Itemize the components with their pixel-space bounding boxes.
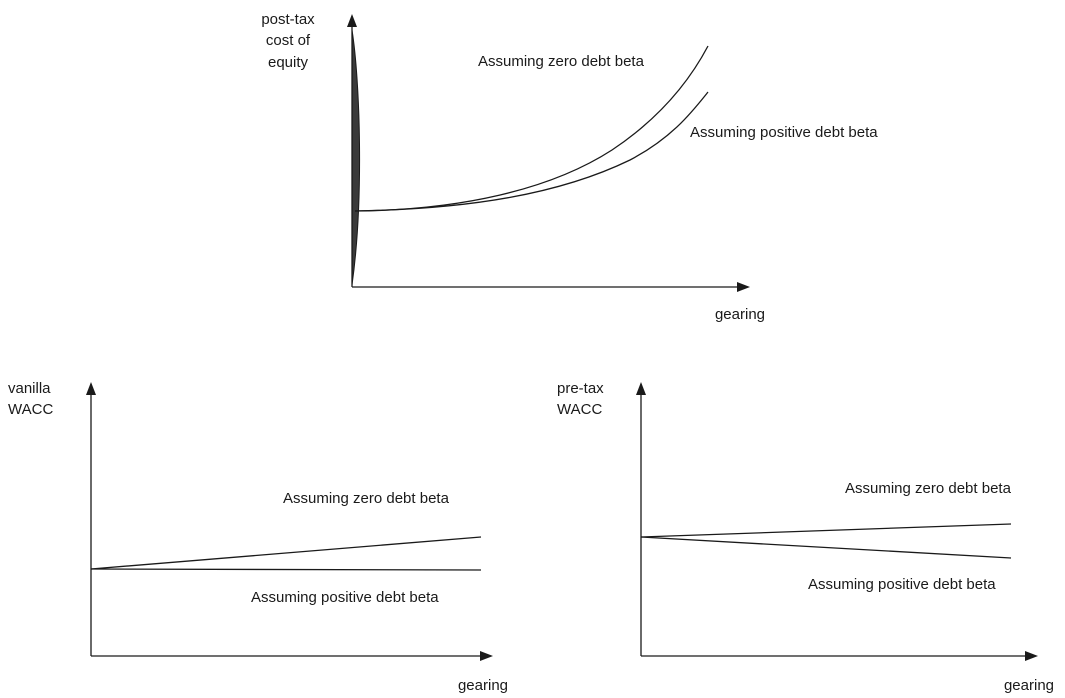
series-label-zero-debt-beta: Assuming zero debt beta — [283, 490, 450, 507]
shaded-region — [351, 29, 361, 286]
y-axis-arrow — [636, 382, 646, 395]
y-axis-label-line-3: equity — [268, 54, 309, 71]
y-axis-arrow — [347, 14, 357, 27]
series-label-zero-debt-beta: Assuming zero debt beta — [478, 53, 645, 70]
series-line-positive-debt-beta — [354, 91, 709, 212]
series-label-zero-debt-beta: Assuming zero debt beta — [845, 480, 1012, 497]
y-axis-label-line-1: post-tax — [261, 11, 315, 28]
chart-vanilla-wacc: vanilla WACC Assuming zero debt beta Ass… — [8, 380, 508, 694]
chart-cost-of-equity: post-tax cost of equity Assuming zero de… — [261, 11, 878, 323]
x-axis-arrow — [1025, 651, 1038, 661]
series-label-positive-debt-beta: Assuming positive debt beta — [690, 124, 878, 141]
y-axis-label-line-2: WACC — [557, 401, 602, 418]
series-label-positive-debt-beta: Assuming positive debt beta — [251, 589, 439, 606]
x-axis-label: gearing — [715, 306, 765, 323]
series-line-zero-debt-beta — [90, 536, 482, 570]
y-axis-label-line-1: pre-tax — [557, 380, 604, 397]
x-axis-arrow — [737, 282, 750, 292]
series-line-zero-debt-beta — [354, 45, 709, 212]
y-axis-arrow — [86, 382, 96, 395]
x-axis-arrow — [480, 651, 493, 661]
series-line-positive-debt-beta — [640, 536, 1012, 559]
y-axis-label-line-2: WACC — [8, 401, 53, 418]
y-axis-label-line-2: cost of — [266, 32, 311, 49]
series-line-positive-debt-beta — [90, 568, 482, 571]
series-label-positive-debt-beta: Assuming positive debt beta — [808, 576, 996, 593]
chart-pre-tax-wacc: pre-tax WACC Assuming zero debt beta Ass… — [557, 380, 1054, 694]
series-line-zero-debt-beta — [640, 523, 1012, 538]
y-axis-label-line-1: vanilla — [8, 380, 51, 397]
x-axis-label: gearing — [1004, 677, 1054, 694]
x-axis-label: gearing — [458, 677, 508, 694]
